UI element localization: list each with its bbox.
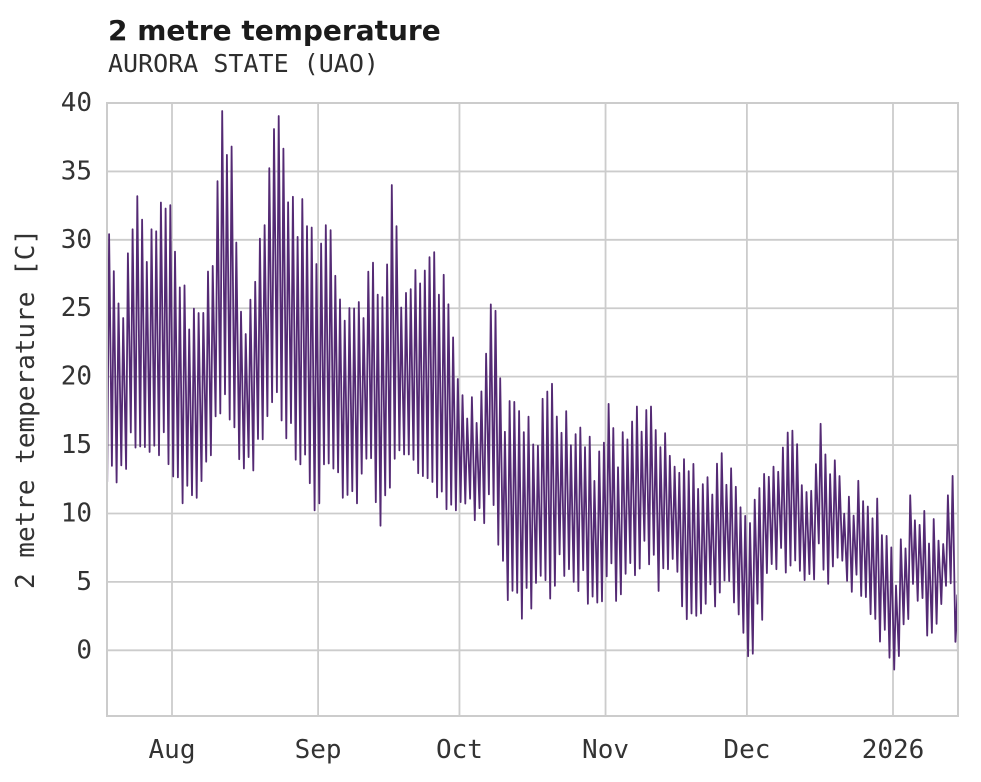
y-tick-label: 40 <box>61 88 92 118</box>
x-tick-label: Aug <box>149 735 196 765</box>
y-tick-label: 0 <box>76 635 92 665</box>
series-layer <box>107 110 958 671</box>
y-tick-label: 20 <box>61 362 92 392</box>
x-tick-label: Sep <box>295 735 342 765</box>
plot-frame <box>106 102 959 717</box>
y-tick-label: 15 <box>61 430 92 460</box>
frame-layer <box>106 102 959 717</box>
x-tick-label: Oct <box>436 735 483 765</box>
chart-subtitle: AURORA STATE (UAO) <box>108 49 379 78</box>
x-tick-label: Dec <box>723 735 770 765</box>
x-tick-label: Nov <box>582 735 629 765</box>
chart-title: 2 metre temperature <box>108 14 441 47</box>
x-tick-label: 2026 <box>862 735 925 765</box>
y-tick-label: 30 <box>61 225 92 255</box>
y-tick-label: 10 <box>61 498 92 528</box>
temperature-series-line <box>107 110 958 671</box>
tick-layer: 0 5 10 15 20 25 30 35 40 Aug Sep Oct Nov Dec 2026 <box>61 88 925 765</box>
y-tick-label: 25 <box>61 293 92 323</box>
y-axis-label: 2 metre temperature [C] <box>11 229 41 589</box>
y-tick-label: 35 <box>61 156 92 186</box>
y-tick-label: 5 <box>76 567 92 597</box>
